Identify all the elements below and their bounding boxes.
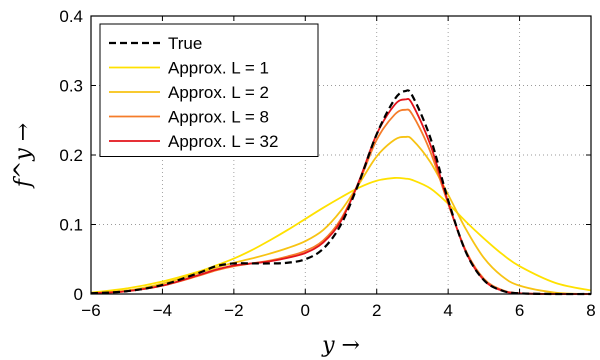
series-line-0 bbox=[90, 89, 592, 296]
legend-label: Approx. L = 1 bbox=[168, 59, 269, 78]
legend-label: Approx. L = 2 bbox=[168, 83, 269, 102]
x-tick-label: 2 bbox=[372, 301, 381, 320]
y-tick-label: 0.4 bbox=[59, 7, 83, 26]
x-tick-label: 8 bbox=[586, 301, 595, 320]
y-tick-label: 0.2 bbox=[59, 146, 83, 165]
x-tick-label: −4 bbox=[153, 301, 172, 320]
ticks-layer: −6 −4 −2 0 2 4 6 8 0 0.1 0.2 0.3 0.4 bbox=[59, 7, 595, 320]
legend-label: Approx. L = 8 bbox=[168, 108, 269, 127]
x-tick-label: −2 bbox=[224, 301, 243, 320]
x-tick-label: 4 bbox=[443, 301, 452, 320]
x-tick-label: −6 bbox=[81, 301, 100, 320]
legend-label: Approx. L = 32 bbox=[168, 132, 278, 151]
grid-layer bbox=[91, 16, 591, 294]
y-axis-label: f^y → bbox=[11, 123, 36, 189]
y-tick-label: 0.3 bbox=[59, 77, 83, 96]
series-layer bbox=[90, 89, 592, 296]
x-tick-label: 0 bbox=[301, 301, 310, 320]
x-tick-label: 6 bbox=[515, 301, 524, 320]
series-line-2 bbox=[90, 135, 592, 295]
x-axis-label: y → bbox=[321, 333, 360, 358]
y-tick-label: 0.1 bbox=[59, 216, 83, 235]
legend: True Approx. L = 1 Approx. L = 2 Approx. L … bbox=[99, 23, 319, 157]
legend-label: True bbox=[168, 34, 202, 53]
series-line-1 bbox=[90, 176, 592, 294]
legend-box bbox=[99, 23, 319, 157]
y-tick-label: 0 bbox=[74, 285, 83, 304]
